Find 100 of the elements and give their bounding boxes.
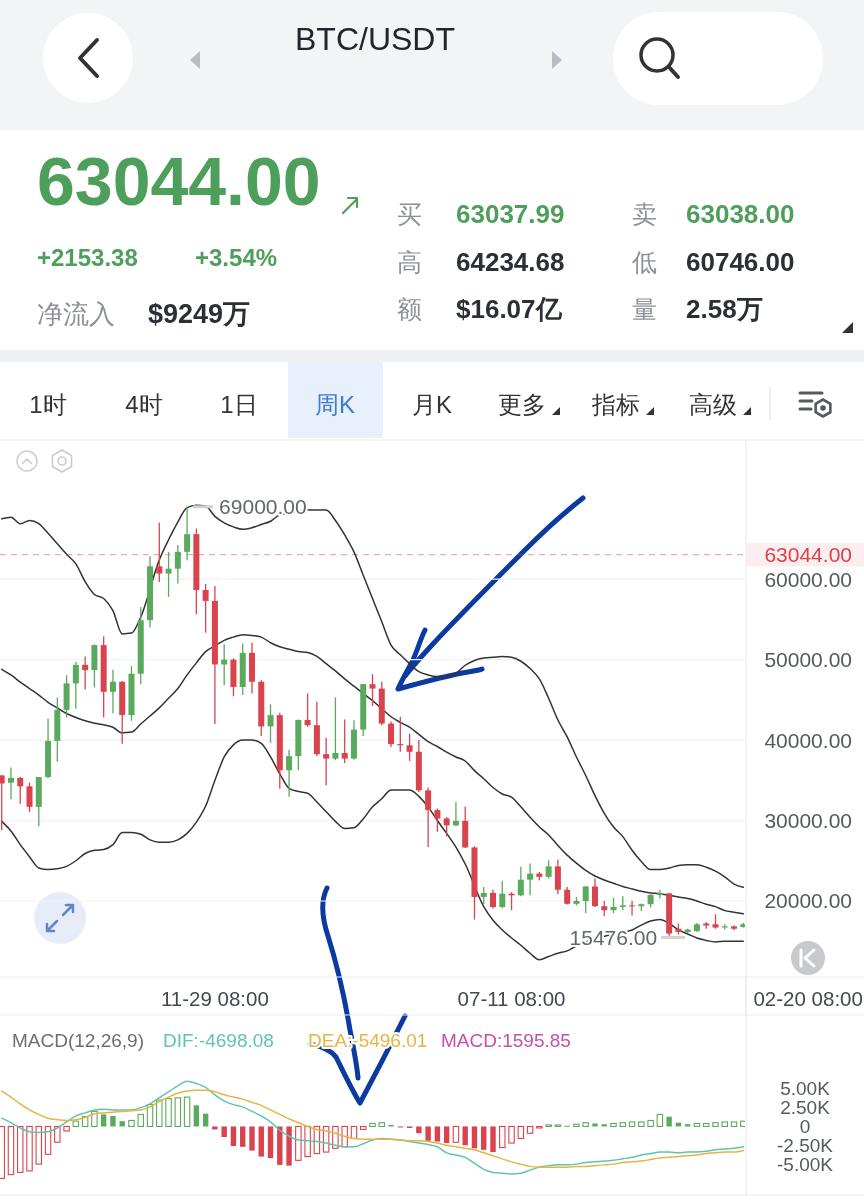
bar [573, 1123, 580, 1128]
text: 高级 [689, 391, 737, 418]
bar [702, 1122, 710, 1128]
bar [230, 1126, 237, 1147]
text: 卖 [632, 200, 657, 228]
line-series [0, 1080, 745, 1175]
candlestick [304, 692, 311, 728]
bar [416, 1126, 422, 1134]
text: 64234.68 [456, 247, 565, 277]
y-tick-label: -5.00K [777, 1153, 834, 1175]
bar [295, 1125, 302, 1161]
bar [638, 1121, 645, 1128]
bar [240, 1126, 246, 1147]
bar [443, 1126, 450, 1144]
text: 1日 [220, 391, 258, 418]
candlestick [332, 696, 339, 761]
bar [490, 1126, 496, 1153]
bar [452, 1125, 460, 1143]
text: 更多 [498, 391, 546, 418]
text: 60746.00 [686, 247, 795, 277]
bar [183, 1096, 191, 1128]
text: 高 [397, 248, 422, 276]
bar [72, 1120, 80, 1128]
y-tick-label: 30000.00 [764, 809, 852, 833]
bar [730, 1121, 738, 1128]
text: 买 [397, 200, 422, 228]
bar [7, 1125, 15, 1176]
series-label: DIF:-4698.08 [163, 1029, 274, 1051]
bar [128, 1119, 135, 1128]
bar [721, 1121, 729, 1128]
candlestick [267, 703, 274, 744]
text: 63038.00 [686, 199, 795, 229]
bar [499, 1125, 506, 1149]
text: 量 [632, 295, 657, 323]
candlestick [72, 661, 79, 710]
candlestick [425, 786, 432, 848]
bar [165, 1098, 172, 1128]
bar [359, 1125, 367, 1131]
bar [26, 1125, 33, 1172]
candlestick [156, 522, 163, 583]
candlestick [591, 877, 598, 908]
bar [610, 1122, 617, 1128]
bar [100, 1114, 107, 1127]
text: MACD(12,26,9) [12, 1029, 144, 1051]
bar [517, 1125, 525, 1140]
bar [693, 1122, 701, 1128]
bar [740, 1120, 745, 1128]
bar [462, 1126, 468, 1146]
text: 低 [632, 248, 657, 276]
candlestick [434, 807, 441, 833]
text: 月K [411, 391, 453, 418]
candlestick [165, 551, 172, 598]
text: +2153.38 [37, 244, 138, 271]
bar [16, 1125, 24, 1173]
bar [0, 1125, 5, 1179]
text: 指标 [591, 391, 640, 418]
bar [369, 1122, 376, 1128]
x-tick-label: 11-29 08:00 [160, 986, 269, 1010]
bar [249, 1126, 255, 1151]
bar [63, 1125, 70, 1132]
text: 1时 [29, 391, 67, 418]
candlestick [109, 669, 116, 714]
candlestick [323, 737, 330, 786]
candlestick [0, 774, 5, 831]
y-tick-label: 60000.00 [764, 567, 852, 591]
text: 63044.00 [37, 143, 321, 219]
line-series [0, 633, 745, 915]
candlestick [582, 885, 589, 914]
bar [619, 1122, 627, 1128]
candlestick [490, 889, 497, 910]
bar [267, 1126, 274, 1159]
text: BTC/USDT [295, 21, 455, 57]
bar [628, 1121, 636, 1128]
bar [137, 1113, 144, 1128]
bar [526, 1125, 534, 1134]
line-series [0, 739, 745, 961]
candlestick [499, 880, 506, 910]
candlestick [527, 862, 534, 896]
candlestick [629, 900, 636, 917]
bar [286, 1126, 292, 1166]
text: 额 [397, 295, 422, 323]
candlestick [184, 506, 191, 561]
text: 63037.99 [456, 199, 565, 229]
bar [378, 1122, 386, 1128]
bar [582, 1122, 589, 1128]
candlestick [286, 749, 293, 798]
y-tick-label: 50000.00 [764, 648, 852, 672]
candlestick [7, 766, 14, 800]
text: $16.07亿 [456, 294, 563, 324]
x-tick-label: 07-11 08:00 [457, 986, 566, 1010]
bar [666, 1116, 672, 1127]
x-tick-label: 02-20 08:00 [753, 986, 863, 1010]
text: 4时 [125, 391, 163, 418]
candlestick [554, 858, 561, 895]
candlestick [202, 583, 209, 634]
bar [425, 1126, 431, 1141]
bar [471, 1126, 478, 1149]
y-tick-label: -2.50K [777, 1134, 834, 1156]
bar [656, 1113, 664, 1128]
bar [156, 1099, 163, 1128]
